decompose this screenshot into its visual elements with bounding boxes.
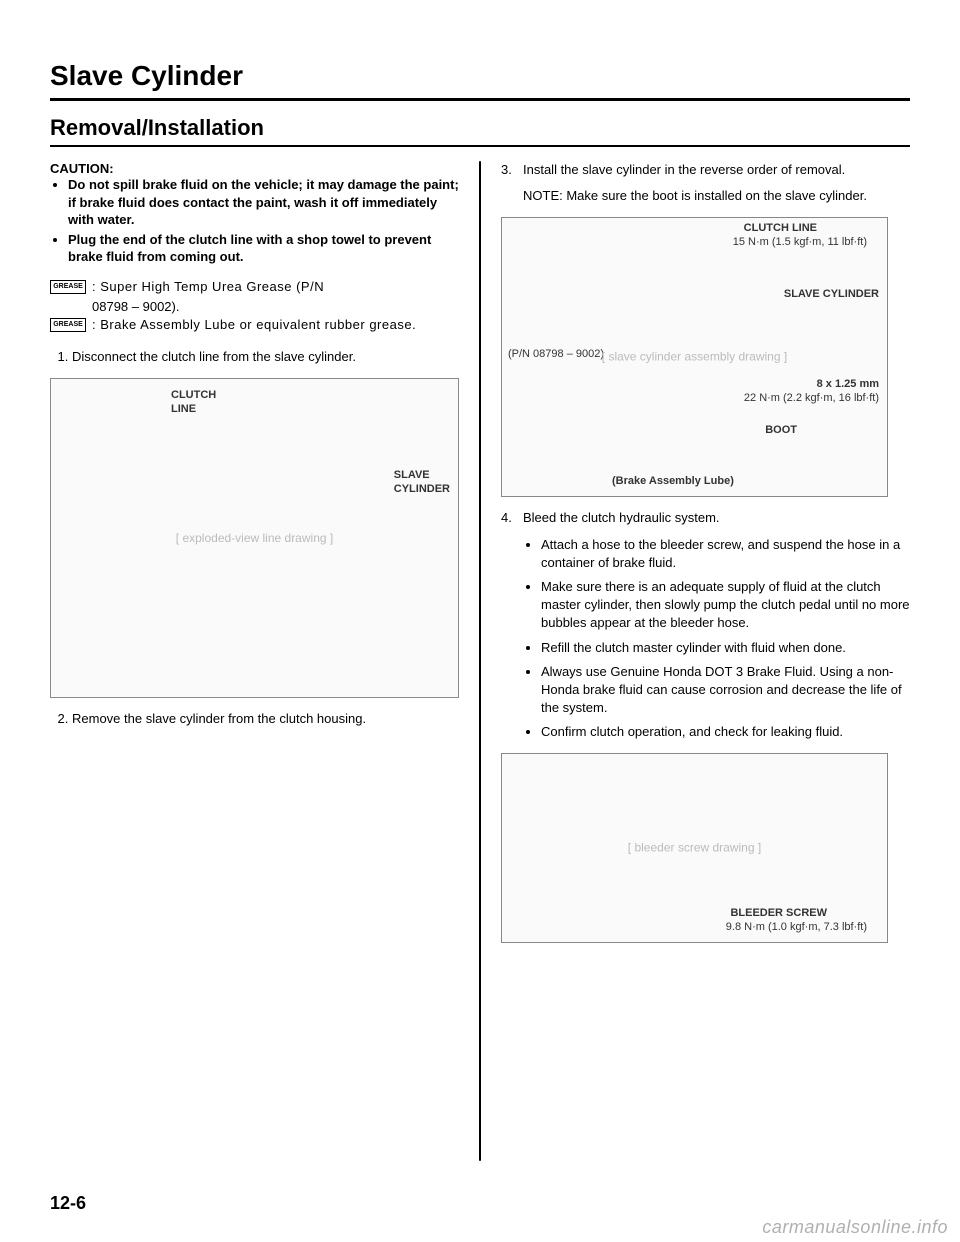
caution-label: CAUTION: bbox=[50, 161, 459, 176]
caution-item: Do not spill brake fluid on the vehicle;… bbox=[68, 176, 459, 229]
step-list-left: Disconnect the clutch line from the slav… bbox=[50, 348, 459, 366]
title-rule bbox=[50, 98, 910, 101]
note-text: NOTE: Make sure the boot is installed on… bbox=[523, 187, 910, 205]
fig2-grease-pn: (P/N 08798 – 9002) bbox=[508, 348, 604, 361]
step-list-left-2: Remove the slave cylinder from the clutc… bbox=[50, 710, 459, 728]
step-list-right: Install the slave cylinder in the revers… bbox=[501, 161, 910, 943]
grease-text-cont: 08798 – 9002). bbox=[50, 298, 459, 316]
sub-item: Attach a hose to the bleeder screw, and … bbox=[541, 536, 910, 572]
fig2-boot-label: BOOT bbox=[765, 424, 797, 437]
fig2-slave-cylinder-label: SLAVE CYLINDER bbox=[784, 288, 879, 301]
right-column: Install the slave cylinder in the revers… bbox=[501, 161, 910, 1161]
fig3-bleeder-screw-label: BLEEDER SCREW bbox=[730, 907, 827, 920]
fig2-lube-label: (Brake Assembly Lube) bbox=[612, 475, 734, 488]
sub-item: Make sure there is an adequate supply of… bbox=[541, 578, 910, 633]
step-item: Bleed the clutch hydraulic system. Attac… bbox=[523, 509, 910, 943]
watermark: carmanualsonline.info bbox=[762, 1217, 948, 1238]
fig1-slave-cylinder-label: SLAVE CYLINDER bbox=[394, 469, 450, 495]
grease-row: GREASE : Super High Temp Urea Grease (P/… bbox=[50, 278, 459, 296]
grease-block: GREASE : Super High Temp Urea Grease (P/… bbox=[50, 278, 459, 335]
fig3-bleeder-torque: 9.8 N·m (1.0 kgf·m, 7.3 lbf·ft) bbox=[726, 921, 867, 934]
grease-text: : Super High Temp Urea Grease (P/N bbox=[92, 278, 459, 296]
figure-1: CLUTCH LINE SLAVE CYLINDER [ exploded-vi… bbox=[50, 378, 459, 698]
two-column-layout: CAUTION: Do not spill brake fluid on the… bbox=[50, 161, 910, 1161]
page-number: 12-6 bbox=[50, 1193, 86, 1214]
caution-item: Plug the end of the clutch line with a s… bbox=[68, 231, 459, 266]
figure-2: CLUTCH LINE 15 N·m (1.5 kgf·m, 11 lbf·ft… bbox=[501, 217, 888, 497]
step-item: Install the slave cylinder in the revers… bbox=[523, 161, 910, 497]
figure-placeholder-text: [ exploded-view line drawing ] bbox=[176, 531, 333, 545]
fig1-clutch-line-label: CLUTCH LINE bbox=[171, 389, 216, 415]
fig2-clutch-line-label: CLUTCH LINE bbox=[744, 222, 817, 235]
sub-item: Confirm clutch operation, and check for … bbox=[541, 723, 910, 741]
caution-list: Do not spill brake fluid on the vehicle;… bbox=[50, 176, 459, 266]
left-column: CAUTION: Do not spill brake fluid on the… bbox=[50, 161, 459, 1161]
grease-icon: GREASE bbox=[50, 318, 86, 332]
fig2-clutch-line-torque: 15 N·m (1.5 kgf·m, 11 lbf·ft) bbox=[733, 236, 867, 249]
fig2-bolt-spec: 8 x 1.25 mm bbox=[817, 378, 879, 391]
figure-placeholder-text: [ slave cylinder assembly drawing ] bbox=[602, 349, 787, 366]
page-title: Slave Cylinder bbox=[50, 60, 910, 92]
grease-icon: GREASE bbox=[50, 280, 86, 294]
step4-sublist: Attach a hose to the bleeder screw, and … bbox=[523, 536, 910, 742]
grease-text: : Brake Assembly Lube or equivalent rubb… bbox=[92, 316, 459, 334]
fig2-bolt-torque: 22 N·m (2.2 kgf·m, 16 lbf·ft) bbox=[744, 392, 879, 405]
sub-item: Always use Genuine Honda DOT 3 Brake Flu… bbox=[541, 663, 910, 718]
sub-item: Refill the clutch master cylinder with f… bbox=[541, 639, 910, 657]
column-divider bbox=[479, 161, 481, 1161]
step-item: Remove the slave cylinder from the clutc… bbox=[72, 710, 459, 728]
grease-row: GREASE : Brake Assembly Lube or equivale… bbox=[50, 316, 459, 334]
figure-3: BLEEDER SCREW 9.8 N·m (1.0 kgf·m, 7.3 lb… bbox=[501, 753, 888, 943]
figure-placeholder-text: [ bleeder screw drawing ] bbox=[628, 840, 761, 857]
step-item: Disconnect the clutch line from the slav… bbox=[72, 348, 459, 366]
section-title: Removal/Installation bbox=[50, 115, 910, 141]
section-rule bbox=[50, 145, 910, 147]
